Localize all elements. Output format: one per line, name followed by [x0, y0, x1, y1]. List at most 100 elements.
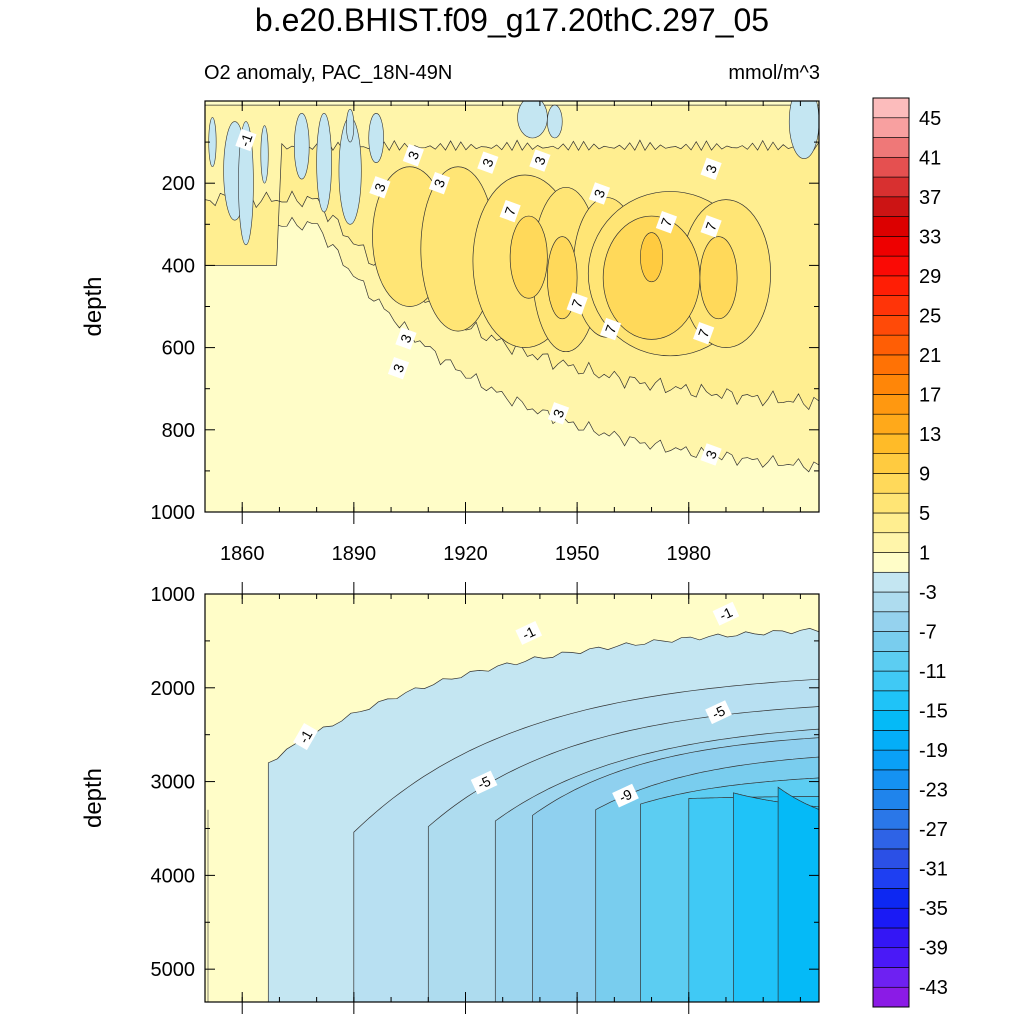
colorbar-label: -15 [919, 701, 948, 723]
colorbar-swatch [872, 255, 910, 277]
contour-patch-negative [517, 101, 548, 139]
colorbar-label: -11 [919, 661, 946, 683]
contour-label-bg [566, 292, 588, 315]
y-tick-label: 1000 [151, 502, 196, 524]
contour-label-bg [470, 770, 498, 795]
contour-label-bg [529, 149, 551, 172]
colorbar-swatch [872, 591, 910, 613]
colorbar-label: 29 [919, 266, 941, 288]
colorbar-swatch [872, 552, 910, 573]
colorbar-swatch [872, 789, 910, 810]
panel-subtitle: O2 anomaly, PAC_18N-49N [204, 62, 453, 84]
x-tick-label: 1860 [220, 543, 265, 565]
colorbar-swatch [872, 571, 910, 593]
chart-title: b.e20.BHIST.f09_g17.20thC.297_05 [254, 2, 770, 38]
colorbar: 45 41 37 33 29 25 21 17 13 9 5 1 -3 -7 -11 -15 -19 -23 -27… [872, 97, 948, 1008]
contour-patch-negative [346, 108, 355, 143]
colorbar-swatch [872, 275, 910, 296]
colorbar-label: -23 [919, 780, 948, 802]
colorbar-swatch [872, 888, 910, 909]
colorbar-swatch [872, 651, 910, 672]
colorbar-swatch [872, 453, 910, 474]
y-tick-label: 4000 [151, 865, 196, 887]
contour-patch-negative [238, 121, 254, 246]
colorbar-label: -31 [919, 859, 948, 881]
contour-blob-7to9 [547, 236, 578, 320]
colorbar-label: 1 [919, 543, 930, 565]
contour-label-bg [293, 723, 318, 751]
colorbar-label: -27 [919, 819, 948, 841]
colorbar-swatch [872, 176, 910, 198]
colorbar-swatch [872, 473, 910, 494]
colorbar-label: 9 [919, 463, 930, 485]
colorbar-label: -19 [919, 740, 948, 762]
contour-patch-negative [547, 104, 563, 139]
colorbar-label: 21 [919, 345, 941, 367]
colorbar-swatch [872, 967, 910, 988]
contour-label-bg [395, 327, 417, 350]
colorbar-swatch [872, 156, 910, 178]
y-axis-label: depth [80, 276, 107, 336]
colorbar-label: -7 [919, 622, 937, 644]
colorbar-swatch [872, 868, 910, 889]
colorbar-swatch [872, 670, 910, 692]
colorbar-swatch [872, 927, 910, 949]
colorbar-swatch [872, 216, 910, 237]
contour-label-bg [369, 176, 391, 199]
colorbar-swatch [872, 809, 910, 830]
contour-patch-negative [788, 101, 819, 159]
colorbar-swatch [872, 848, 910, 869]
contour-band-negative [777, 786, 819, 1002]
colorbar-swatch [872, 828, 910, 850]
colorbar-label: -39 [919, 938, 948, 960]
contour-label-bg [612, 783, 639, 808]
colorbar-swatch [872, 986, 910, 1008]
contour-label-bg [655, 211, 678, 234]
contour-label-bg [499, 199, 521, 223]
colorbar-swatch [872, 710, 910, 731]
colorbar-label: 33 [919, 226, 941, 248]
colorbar-swatch [872, 690, 910, 711]
colorbar-label: 45 [919, 108, 941, 130]
y-tick-label: 800 [162, 420, 195, 442]
colorbar-swatch [872, 631, 910, 652]
contour-label-bg [428, 172, 451, 195]
colorbar-swatch [872, 413, 910, 435]
contour-blob-7to9 [509, 215, 548, 299]
colorbar-swatch [872, 512, 910, 534]
contour-label-bg [712, 601, 740, 626]
colorbar-swatch [872, 196, 910, 217]
contour-label-bg [387, 356, 410, 380]
colorbar-swatch [872, 730, 910, 751]
x-tick-label: 1920 [443, 543, 488, 565]
contour-label-bg [235, 128, 257, 152]
y-tick-label: 1000 [151, 584, 196, 606]
contour-label-bg [700, 215, 722, 238]
units-label: mmol/m^3 [728, 62, 820, 84]
colorbar-label: 13 [919, 424, 941, 446]
y-tick-label: 2000 [151, 678, 196, 700]
contour-label: -1 [236, 131, 255, 148]
colorbar-label: 41 [919, 147, 941, 169]
contour-patch-negative [368, 113, 384, 163]
colorbar-swatch [872, 117, 910, 138]
colorbar-swatch [872, 749, 910, 771]
colorbar-label: -3 [919, 582, 937, 604]
contour-label-bg [515, 621, 543, 645]
x-tick-label: 1950 [555, 543, 600, 565]
contour-patch-negative [316, 113, 332, 213]
colorbar-swatch [872, 354, 910, 375]
colorbar-label: 25 [919, 305, 941, 327]
x-tick-label: 1980 [667, 543, 712, 565]
contour-patch-negative [260, 125, 269, 184]
upper-axes: 200 400 600 800 1000 1860 1890 1920 1950 1980 dept… [80, 101, 819, 565]
y-tick-label: 200 [162, 173, 195, 195]
colorbar-frame [872, 97, 910, 1008]
y-tick-label: 3000 [151, 772, 196, 794]
colorbar-swatch [872, 334, 910, 356]
contour-blob-9to11 [640, 232, 664, 283]
colorbar-label: 17 [919, 384, 941, 406]
